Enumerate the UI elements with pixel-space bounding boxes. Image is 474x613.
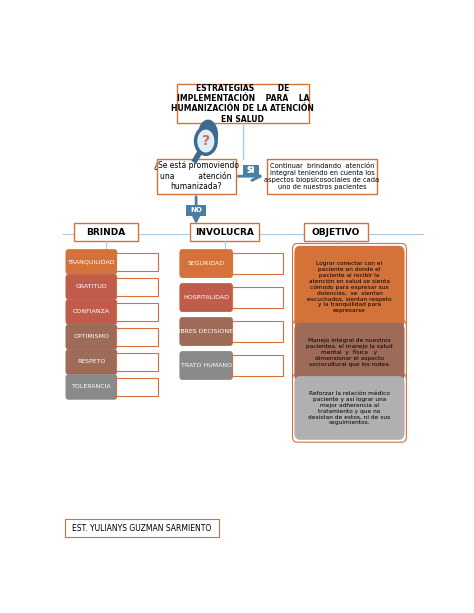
- FancyBboxPatch shape: [267, 159, 377, 194]
- FancyBboxPatch shape: [179, 283, 233, 312]
- FancyBboxPatch shape: [179, 249, 233, 278]
- FancyBboxPatch shape: [116, 378, 158, 396]
- FancyBboxPatch shape: [74, 223, 138, 241]
- Text: CONFIANZA: CONFIANZA: [73, 310, 110, 314]
- Text: TRANQUILIDAD: TRANQUILIDAD: [68, 259, 115, 264]
- FancyBboxPatch shape: [294, 246, 405, 329]
- Text: SEGURIDAD: SEGURIDAD: [188, 261, 225, 266]
- Text: GRATITUD: GRATITUD: [75, 284, 107, 289]
- Text: NO: NO: [190, 207, 202, 213]
- FancyBboxPatch shape: [65, 349, 117, 375]
- FancyBboxPatch shape: [232, 253, 283, 274]
- Text: OBJETIVO: OBJETIVO: [311, 227, 360, 237]
- FancyBboxPatch shape: [65, 374, 117, 400]
- FancyBboxPatch shape: [116, 278, 158, 296]
- Text: HOSPITALIDAD: HOSPITALIDAD: [183, 295, 229, 300]
- Text: Lograr conectar con el
paciente en donde el
paciente al recibir la
atención en s: Lograr conectar con el paciente en donde…: [307, 261, 392, 313]
- Circle shape: [196, 128, 216, 154]
- FancyBboxPatch shape: [156, 159, 236, 194]
- Text: RESPETO: RESPETO: [77, 359, 106, 365]
- Text: ?: ?: [202, 134, 210, 148]
- Text: EST. YULIANYS GUZMAN SARMIENTO: EST. YULIANYS GUZMAN SARMIENTO: [72, 524, 211, 533]
- FancyBboxPatch shape: [116, 253, 158, 271]
- FancyBboxPatch shape: [65, 274, 117, 300]
- Text: SI: SI: [246, 166, 255, 175]
- FancyBboxPatch shape: [65, 249, 117, 275]
- Text: BRINDA: BRINDA: [86, 227, 126, 237]
- Text: Reforzar la relación médico
paciente y así lograr una
mejor adherencia al
tratam: Reforzar la relación médico paciente y a…: [308, 390, 391, 425]
- FancyBboxPatch shape: [116, 328, 158, 346]
- FancyBboxPatch shape: [116, 353, 158, 371]
- FancyBboxPatch shape: [294, 376, 405, 440]
- Text: LIBRES DECISIONES: LIBRES DECISIONES: [175, 329, 237, 334]
- FancyBboxPatch shape: [232, 355, 283, 376]
- Text: OPTIMISMO: OPTIMISMO: [73, 335, 109, 340]
- FancyBboxPatch shape: [179, 351, 233, 380]
- Text: TRATO HUMANO: TRATO HUMANO: [181, 363, 232, 368]
- FancyBboxPatch shape: [65, 299, 117, 325]
- FancyBboxPatch shape: [303, 223, 368, 241]
- FancyBboxPatch shape: [65, 324, 117, 349]
- FancyBboxPatch shape: [186, 205, 206, 216]
- Text: ESTRATEGIAS         DE
IMPLEMENTACIÓN    PARA    LA
HUMANIZACIÓN DE LA ATENCIÓN
: ESTRATEGIAS DE IMPLEMENTACIÓN PARA LA HU…: [172, 83, 314, 124]
- FancyBboxPatch shape: [65, 519, 219, 537]
- FancyBboxPatch shape: [292, 243, 406, 331]
- FancyBboxPatch shape: [232, 321, 283, 342]
- FancyBboxPatch shape: [177, 85, 309, 123]
- FancyBboxPatch shape: [232, 287, 283, 308]
- FancyBboxPatch shape: [179, 317, 233, 346]
- Text: Continuar  brindando  atención
integral teniendo en cuenta los
aspectos biopsico: Continuar brindando atención integral te…: [264, 162, 380, 189]
- Text: Manejo integral de nuestros
pacientes, el manejo la salud
mental  y  física   y
: Manejo integral de nuestros pacientes, e…: [306, 338, 393, 367]
- Text: SI: SI: [247, 167, 255, 173]
- FancyBboxPatch shape: [292, 321, 406, 384]
- Text: INVOLUCRA: INVOLUCRA: [195, 227, 254, 237]
- Text: ¿Se está promoviendo
una          atención
humanizada?: ¿Se está promoviendo una atención humani…: [154, 161, 238, 191]
- FancyBboxPatch shape: [243, 166, 259, 175]
- FancyBboxPatch shape: [190, 223, 259, 241]
- Ellipse shape: [198, 120, 218, 150]
- FancyBboxPatch shape: [292, 374, 406, 442]
- FancyBboxPatch shape: [294, 323, 405, 382]
- FancyBboxPatch shape: [116, 303, 158, 321]
- Text: TOLERANCIA: TOLERANCIA: [72, 384, 111, 389]
